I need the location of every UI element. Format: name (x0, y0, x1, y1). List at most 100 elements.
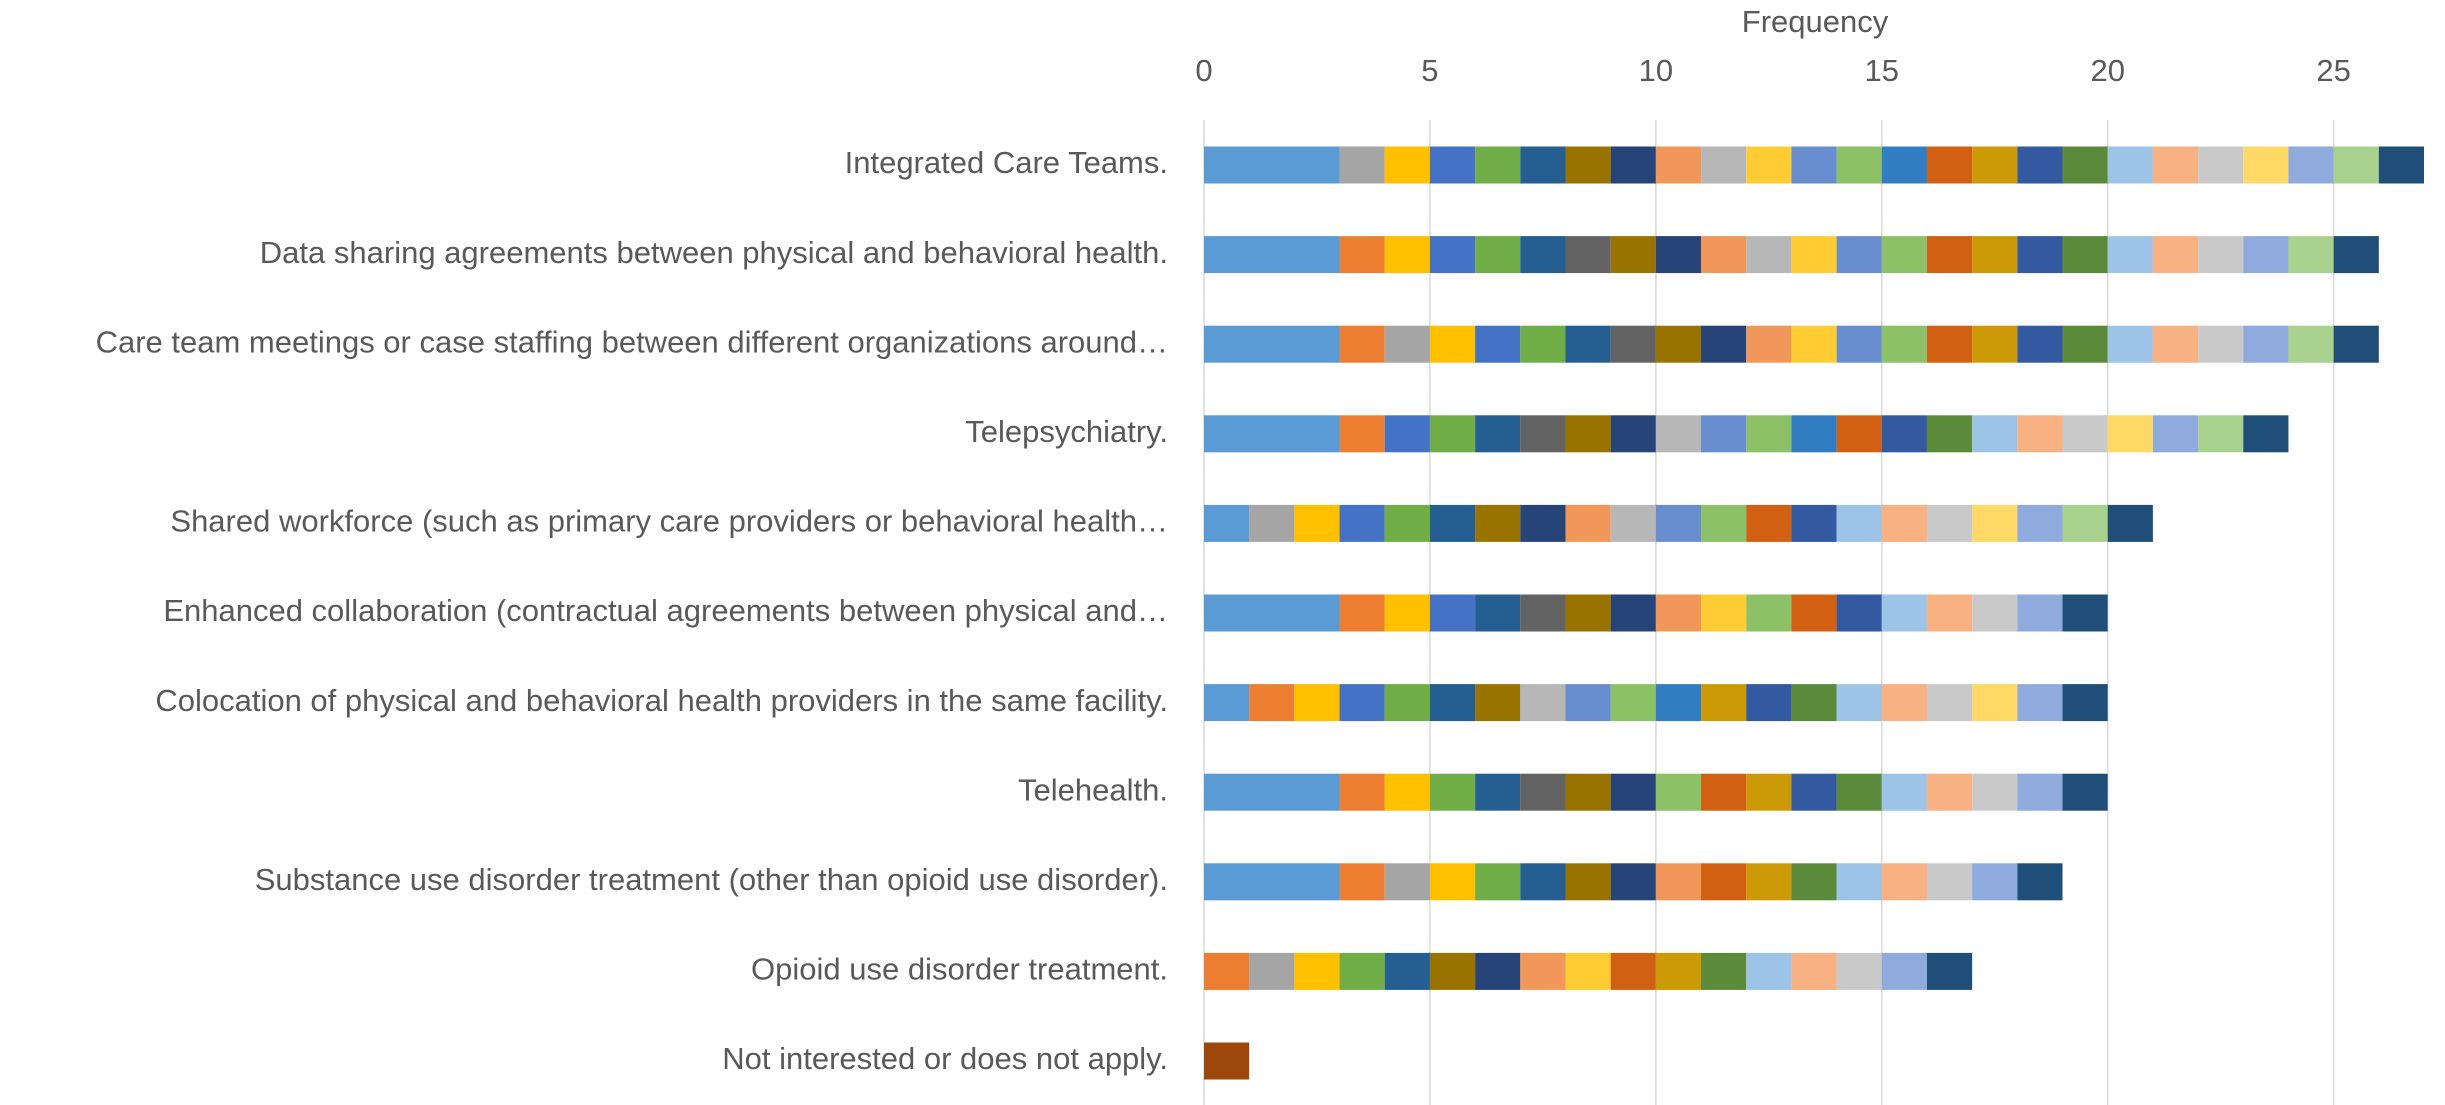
bar-segment (1746, 146, 1792, 184)
x-tick-label: 10 (1639, 53, 1673, 88)
bar-segment (1520, 952, 1566, 990)
bar-segment (2107, 504, 2153, 542)
bar-segment (1475, 863, 1521, 901)
bar-segment (1339, 236, 1385, 274)
bar-segment (1294, 952, 1340, 990)
bar-segment (1339, 863, 1385, 901)
bar-segment (1836, 684, 1882, 722)
bar-segment (1204, 684, 1250, 722)
bar-segment (1249, 504, 1295, 542)
bar-segment (2062, 236, 2108, 274)
bar-segment (1610, 773, 1656, 811)
bar-segment (1294, 504, 1340, 542)
bar-segment (1520, 236, 1566, 274)
bar-segment (1836, 325, 1882, 363)
bar-segment (2017, 684, 2063, 722)
bar-segment (1610, 325, 1656, 363)
bar-segment (1791, 236, 1837, 274)
bar-segment (1204, 146, 1340, 184)
bar-segment (1746, 504, 1792, 542)
bar-segment (1429, 146, 1476, 184)
bar-segment (1204, 952, 1250, 990)
bar-segment (1475, 684, 1521, 722)
bar-segment (1655, 684, 1702, 722)
bar-segment (1610, 863, 1656, 901)
bar-segment (1520, 415, 1566, 453)
bar-segment (1520, 325, 1566, 363)
bar-segment (2288, 146, 2334, 184)
bar-segment (1701, 863, 1747, 901)
bar-segment (1972, 863, 2018, 901)
bar-segment (1791, 684, 1837, 722)
bar-segment (1926, 594, 1973, 632)
category-label: Shared workforce (such as primary care p… (170, 504, 1168, 539)
bar-segment (1791, 773, 1837, 811)
bar-segment (1384, 415, 1430, 453)
bar-segment (1836, 236, 1882, 274)
bar-segment (1610, 146, 1656, 184)
bar-segment (1565, 952, 1611, 990)
bar-segment (1339, 773, 1385, 811)
bar-segment (1384, 236, 1430, 274)
bar-segment (1475, 773, 1521, 811)
bar-segment (2378, 146, 2424, 184)
bar-segment (1836, 773, 1882, 811)
bar-segment (1926, 504, 1973, 542)
bar-segment (1520, 594, 1566, 632)
x-tick-label: 5 (1421, 53, 1438, 88)
bar-segment (2333, 325, 2379, 363)
bar-segment (1655, 773, 1702, 811)
bar-segment (1791, 415, 1837, 453)
bar-segment (2017, 325, 2063, 363)
bar-segment (2333, 146, 2379, 184)
bar-segment (1429, 773, 1476, 811)
bar-segment (1746, 863, 1792, 901)
bar-segment (1655, 325, 1702, 363)
bar-segment (2107, 325, 2153, 363)
bar-segment (1339, 504, 1385, 542)
bar-segment (1926, 415, 1973, 453)
bar-segment (1836, 146, 1882, 184)
bar-segment (1565, 504, 1611, 542)
bar-segment (1429, 236, 1476, 274)
bar-segment (1746, 325, 1792, 363)
bar-segment (2243, 146, 2289, 184)
category-label: Not interested or does not apply. (722, 1041, 1168, 1076)
bar-segment (1701, 415, 1747, 453)
bar-segment (2198, 325, 2244, 363)
category-label: Enhanced collaboration (contractual agre… (163, 593, 1168, 628)
x-axis-title: Frequency (1742, 4, 1889, 39)
bar-segment (1339, 684, 1385, 722)
bar-segment (2198, 236, 2244, 274)
bar-segment (1249, 684, 1295, 722)
bar-segment (1881, 325, 1927, 363)
bar-segment (1204, 1042, 1250, 1080)
bar-segment (1384, 952, 1430, 990)
bar-segment (1204, 415, 1340, 453)
category-label: Telepsychiatry. (965, 414, 1168, 449)
bar-segment (1384, 684, 1430, 722)
bar-segment (1972, 325, 2018, 363)
bar-segment (2243, 325, 2289, 363)
bar-segment (1610, 236, 1656, 274)
bar-segment (1791, 146, 1837, 184)
bar-segment (2107, 146, 2153, 184)
bar-segment (1475, 146, 1521, 184)
x-tick-label: 20 (2090, 53, 2124, 88)
bar-segment (2017, 863, 2063, 901)
bar-segment (1384, 863, 1430, 901)
bar-segment (1565, 146, 1611, 184)
bar-segment (1836, 415, 1882, 453)
bar-segment (1836, 504, 1882, 542)
bar-segment (2198, 415, 2244, 453)
bar-segment (1429, 594, 1476, 632)
category-label: Substance use disorder treatment (other … (255, 862, 1168, 897)
bar-segment (2062, 325, 2108, 363)
bar-segment (2198, 146, 2244, 184)
bar-segment (1610, 594, 1656, 632)
bar-segment (2107, 415, 2153, 453)
bar-segment (1429, 504, 1476, 542)
bar-segment (1610, 415, 1656, 453)
bar-segment (1881, 773, 1927, 811)
bar-segment (1610, 504, 1656, 542)
